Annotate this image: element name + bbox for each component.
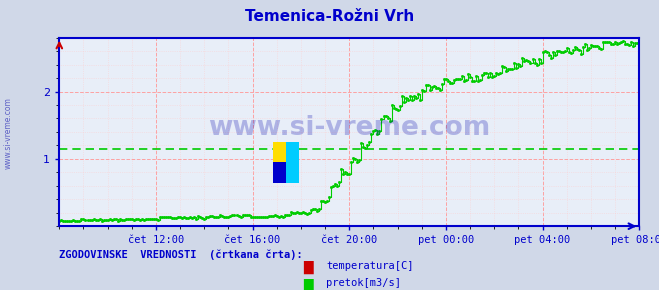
- Text: ZGODOVINSKE  VREDNOSTI  (črtkana črta):: ZGODOVINSKE VREDNOSTI (črtkana črta):: [59, 249, 303, 260]
- Text: █: █: [303, 278, 313, 290]
- Bar: [286, 162, 299, 183]
- Text: www.si-vreme.com: www.si-vreme.com: [208, 115, 490, 141]
- Bar: [273, 142, 286, 162]
- Text: █: █: [303, 261, 313, 274]
- Text: pretok[m3/s]: pretok[m3/s]: [326, 278, 401, 288]
- Text: Temenica-Rožni Vrh: Temenica-Rožni Vrh: [245, 9, 414, 24]
- Bar: [286, 142, 299, 162]
- Text: temperatura[C]: temperatura[C]: [326, 261, 414, 271]
- Text: www.si-vreme.com: www.si-vreme.com: [3, 97, 13, 169]
- Bar: [273, 162, 286, 183]
